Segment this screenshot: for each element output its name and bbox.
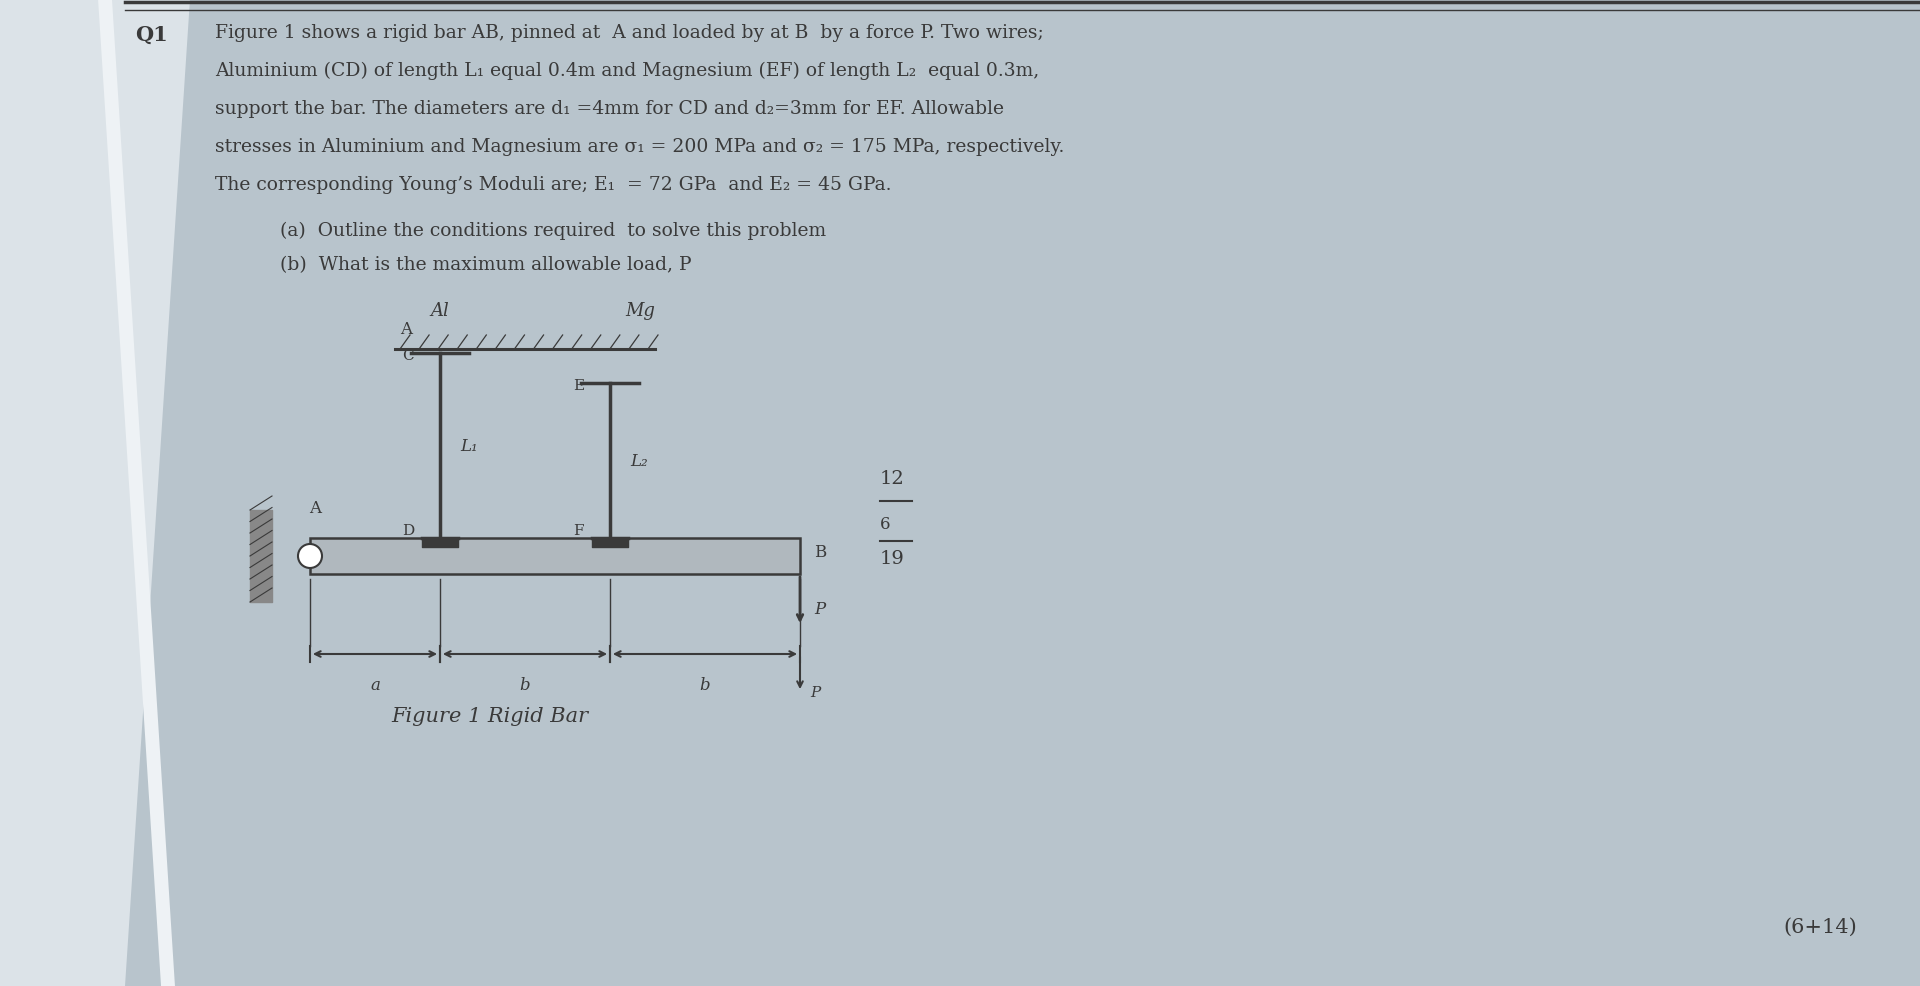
Text: L₂: L₂ [630, 453, 647, 469]
FancyBboxPatch shape [309, 538, 801, 575]
Text: P: P [810, 685, 820, 699]
Text: (6+14): (6+14) [1784, 917, 1857, 936]
Text: b: b [520, 676, 530, 693]
Text: P: P [814, 600, 826, 618]
Text: C: C [403, 349, 415, 363]
Text: The corresponding Young’s Moduli are; E₁  = 72 GPa  and E₂ = 45 GPa.: The corresponding Young’s Moduli are; E₁… [215, 176, 891, 194]
Text: D: D [401, 524, 415, 537]
Text: (b)  What is the maximum allowable load, P: (b) What is the maximum allowable load, … [280, 255, 691, 274]
Text: Aluminium (CD) of length L₁ equal 0.4m and Magnesium (EF) of length L₂  equal 0.: Aluminium (CD) of length L₁ equal 0.4m a… [215, 62, 1039, 80]
Text: Figure 1 Rigid Bar: Figure 1 Rigid Bar [392, 707, 589, 726]
Text: 12: 12 [879, 469, 904, 487]
Text: Figure 1 shows a rigid bar AB, pinned at  A and loaded by at B  by a force P. Tw: Figure 1 shows a rigid bar AB, pinned at… [215, 24, 1044, 42]
Text: A: A [309, 500, 321, 517]
Text: 19: 19 [879, 549, 904, 567]
Text: F: F [574, 524, 584, 537]
Text: B: B [814, 544, 826, 561]
Circle shape [298, 544, 323, 568]
Text: b: b [699, 676, 710, 693]
Text: (a)  Outline the conditions required  to solve this problem: (a) Outline the conditions required to s… [280, 222, 826, 240]
Text: 6: 6 [879, 516, 891, 533]
Text: support the bar. The diameters are d₁ =4mm for CD and d₂=3mm for EF. Allowable: support the bar. The diameters are d₁ =4… [215, 100, 1004, 118]
Text: Al: Al [430, 302, 449, 319]
Polygon shape [0, 0, 190, 986]
Text: E: E [572, 379, 584, 392]
Text: stresses in Aluminium and Magnesium are σ₁ = 200 MPa and σ₂ = 175 MPa, respectiv: stresses in Aluminium and Magnesium are … [215, 138, 1064, 156]
Text: a: a [371, 676, 380, 693]
Text: L₁: L₁ [461, 438, 478, 455]
Text: Mg: Mg [626, 302, 655, 319]
Text: Q1: Q1 [136, 25, 169, 45]
Text: A: A [399, 320, 413, 337]
